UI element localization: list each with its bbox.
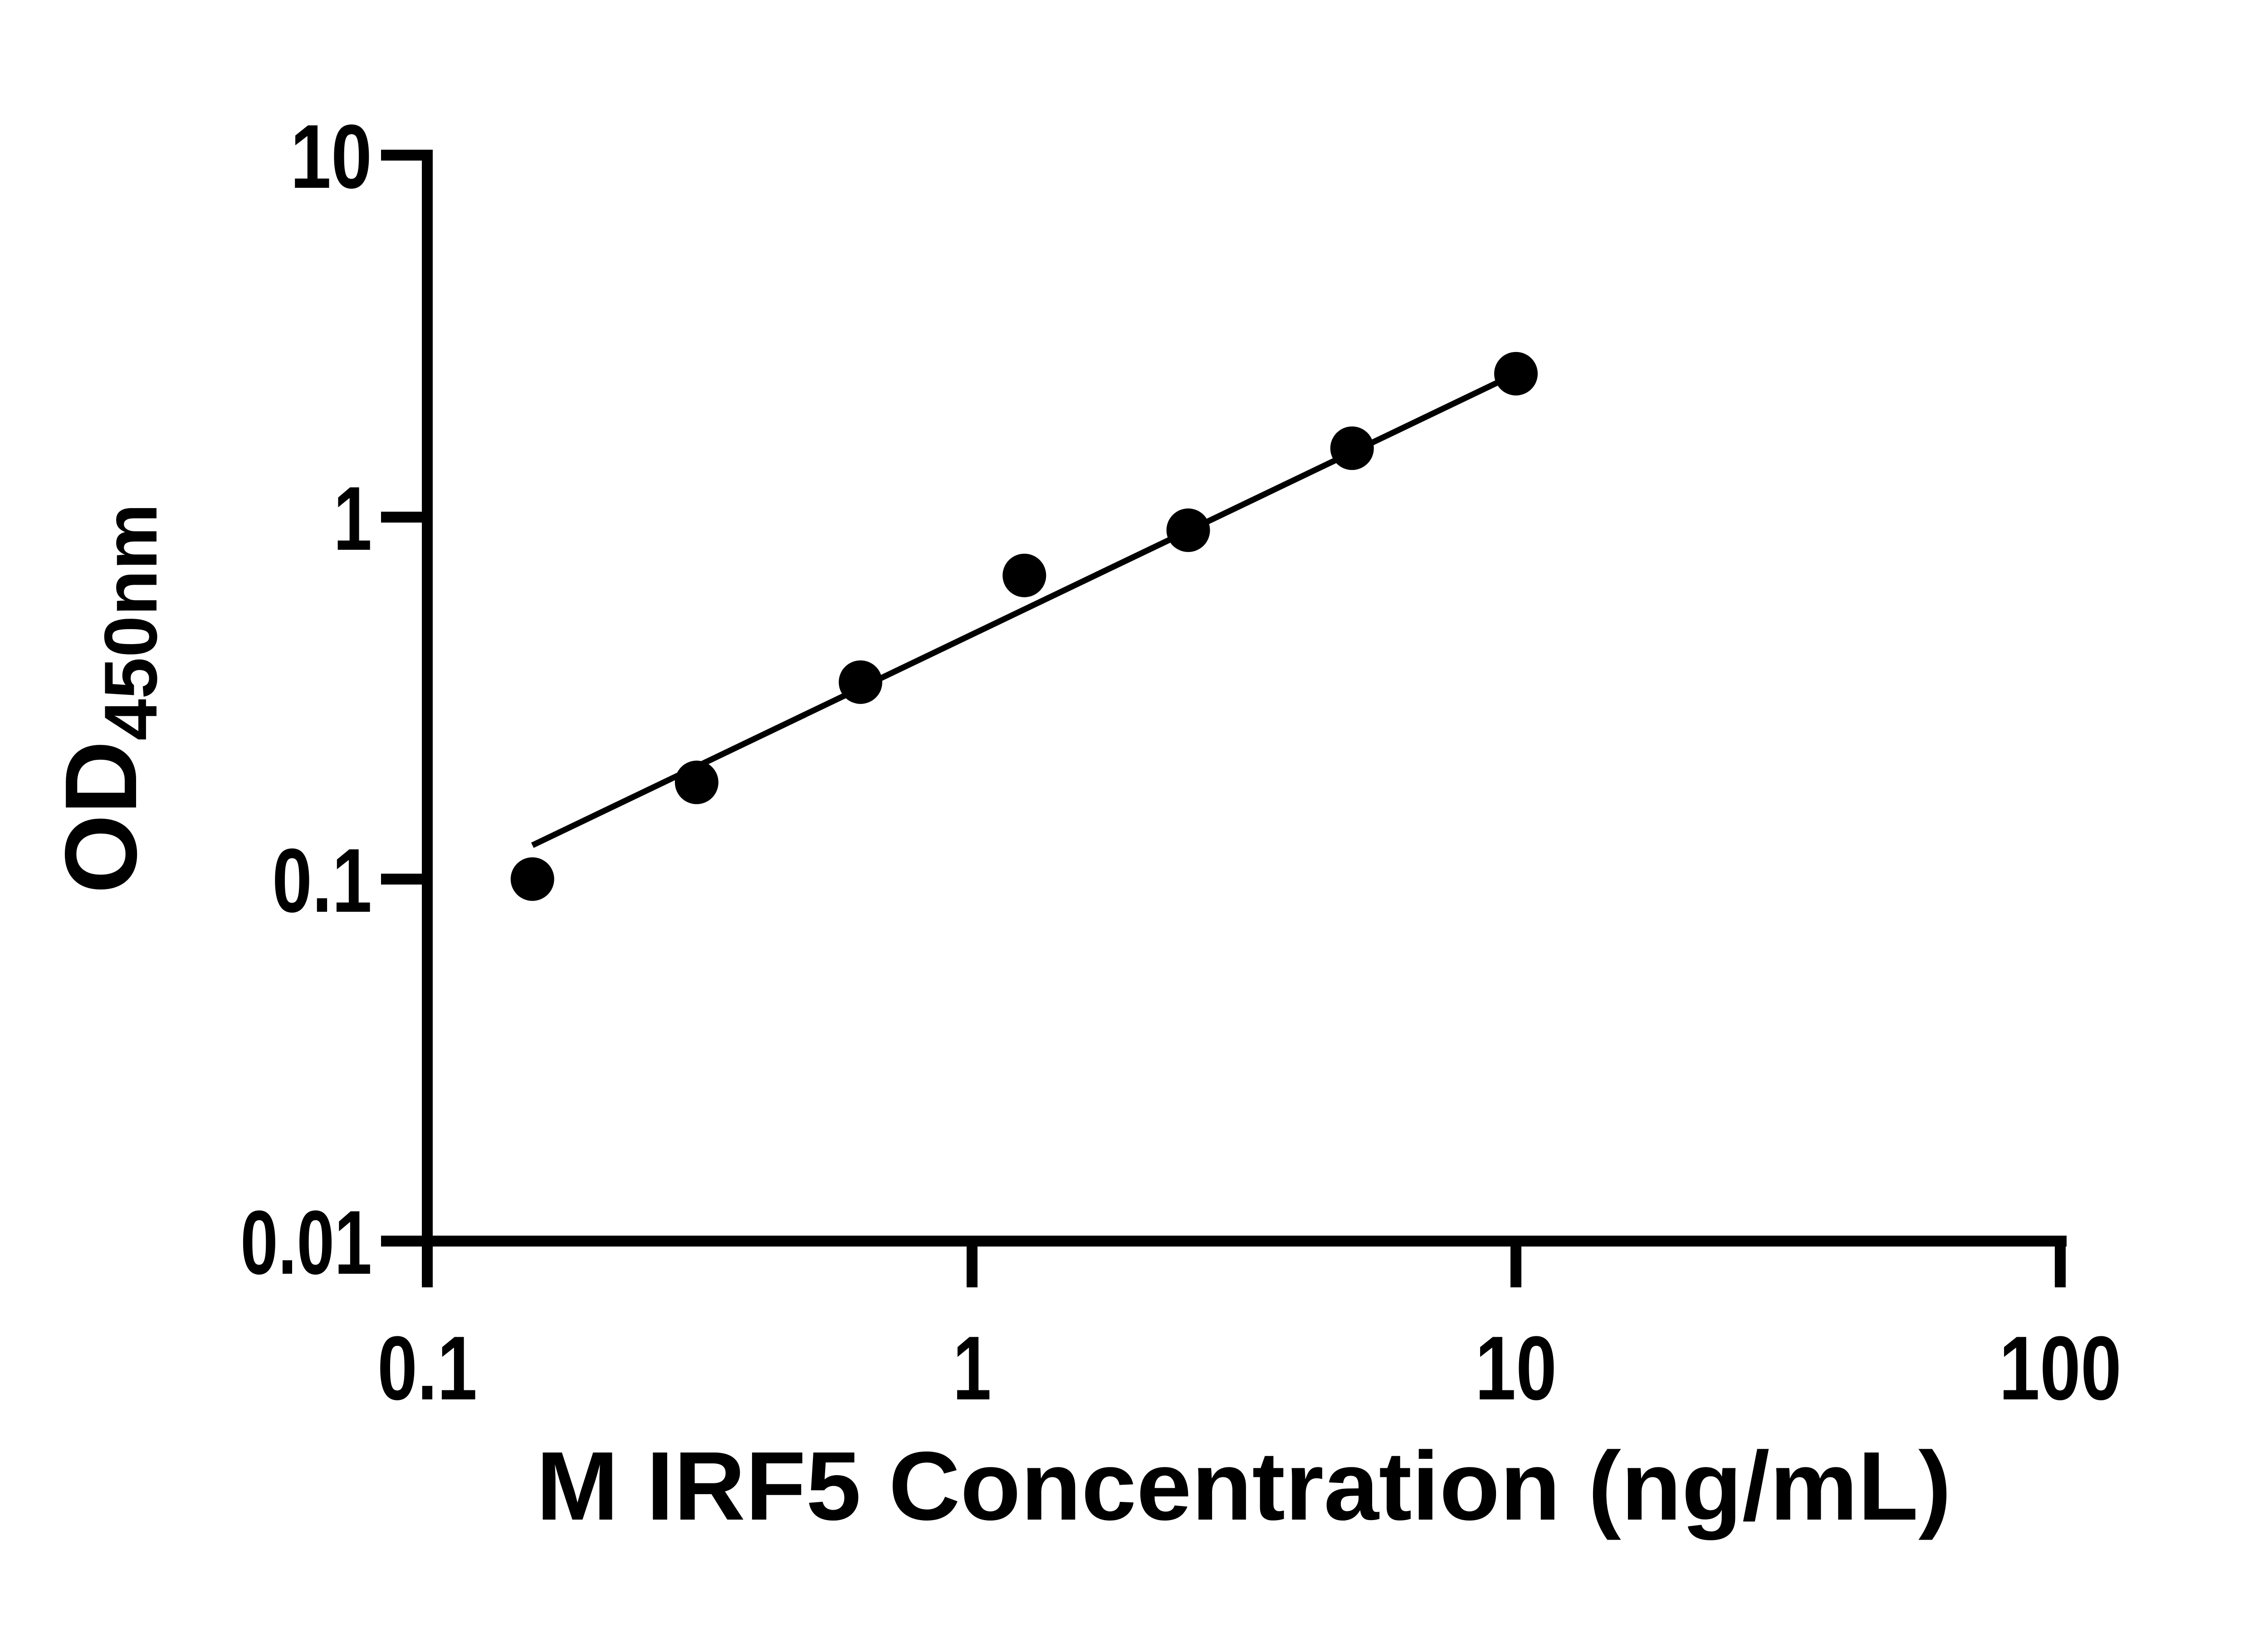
- data-point-1: [675, 760, 719, 804]
- data-point-3: [1002, 553, 1046, 597]
- data-point-6: [1494, 352, 1538, 396]
- y-axis-title-subscript: 450nm: [89, 504, 172, 741]
- x-tick-label-10: 10: [1475, 1318, 1557, 1419]
- x-tick-label-100: 100: [1999, 1318, 2121, 1419]
- y-axis-title-main: OD: [44, 741, 158, 894]
- y-tick-label-0p1: 0.1: [272, 830, 372, 931]
- data-point-2: [839, 660, 883, 704]
- y-tick-label-0p01: 0.01: [240, 1192, 372, 1293]
- x-tick-label-0p1: 0.1: [377, 1318, 477, 1419]
- data-point-0: [510, 857, 554, 901]
- plot-layer: [510, 352, 1538, 901]
- x-axis-title: M IRF5 Concentration (ng/mL): [536, 1431, 1951, 1540]
- data-point-5: [1330, 426, 1374, 470]
- y-tick-label-10: 10: [290, 106, 372, 207]
- y-tick-label-1: 1: [333, 468, 372, 569]
- x-tick-label-1: 1: [953, 1318, 992, 1419]
- data-point-4: [1166, 508, 1210, 552]
- y-axis-title: OD450nm: [44, 504, 172, 894]
